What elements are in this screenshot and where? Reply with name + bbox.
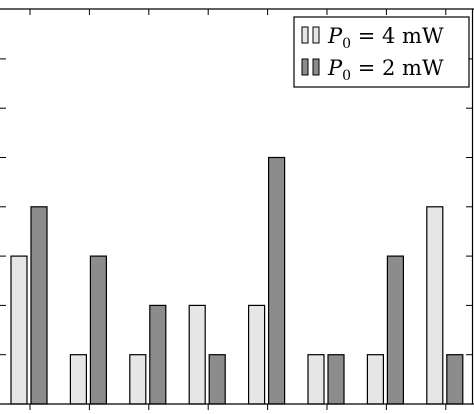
legend-box <box>293 16 470 88</box>
legend-swatch-4mw-a <box>301 26 309 44</box>
bar-series2-group7 <box>386 255 404 405</box>
bar-series2-group8 <box>446 354 464 405</box>
legend-label-2mw: P0 = 2 mW <box>327 56 444 84</box>
bar-series2-group4 <box>208 354 226 405</box>
legend-entry-2mw: P0 = 2 mW <box>301 56 444 84</box>
legend: P0 = 4 mW P0 = 2 mW <box>293 16 470 88</box>
bars-layer <box>10 156 464 405</box>
bar-series1-group7 <box>366 354 384 405</box>
bar-series1-group4 <box>188 304 206 405</box>
bar-series1-group1 <box>10 255 28 405</box>
bar-series2-group3 <box>149 304 167 405</box>
legend-swatch-2mw-b <box>312 58 320 76</box>
bar-series1-group6 <box>307 354 325 405</box>
bar-series2-group2 <box>89 255 108 405</box>
axes-frame <box>0 8 474 410</box>
bar-series1-group5 <box>248 304 266 405</box>
legend-entry-4mw: P0 = 4 mW <box>301 24 444 52</box>
bar-series1-group3 <box>129 354 147 405</box>
bar-series2-group1 <box>30 206 48 405</box>
legend-swatch-4mw-b <box>312 26 320 44</box>
legend-label-4mw: P0 = 4 mW <box>327 24 444 52</box>
bar-series1-group8 <box>426 206 444 405</box>
legend-swatch-2mw-a <box>301 58 309 76</box>
bar-series2-group5 <box>268 156 286 405</box>
bar-series1-group2 <box>69 354 88 405</box>
bar-series2-group6 <box>327 354 345 405</box>
